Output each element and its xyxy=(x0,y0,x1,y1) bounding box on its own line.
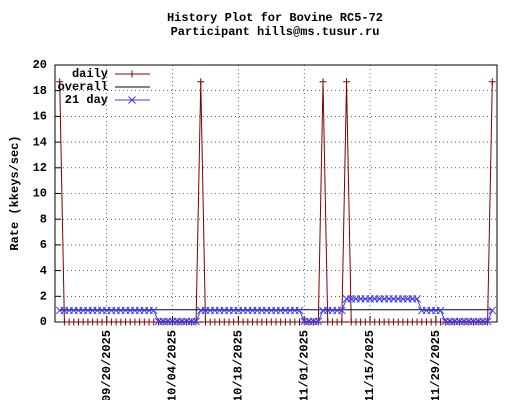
y-tick-label: 0 xyxy=(40,315,47,329)
x-tick-label: 10/04/2025 xyxy=(166,330,180,400)
data-point xyxy=(192,317,200,326)
y-tick-label: 16 xyxy=(33,110,47,124)
data-point xyxy=(319,78,327,86)
y-tick-label: 2 xyxy=(40,289,47,303)
y-tick-label: 10 xyxy=(33,187,47,201)
legend-label: daily xyxy=(72,67,108,81)
y-tick-label: 14 xyxy=(33,135,47,149)
chart-title: History Plot for Bovine RC5-72 xyxy=(167,11,383,25)
x-tick-label: 11/15/2025 xyxy=(363,330,377,400)
data-point xyxy=(488,78,496,86)
series-line xyxy=(59,81,493,323)
x-tick-label: 11/29/2025 xyxy=(429,330,443,400)
data-point xyxy=(314,317,323,326)
legend-label: overall xyxy=(58,80,108,94)
data-point xyxy=(436,306,445,315)
data-point xyxy=(343,78,351,86)
data-point xyxy=(413,295,421,303)
y-tick-label: 4 xyxy=(40,264,47,278)
data-point xyxy=(56,78,64,86)
y-axis-label: Rate (kkeys/sec) xyxy=(8,135,22,250)
y-tick-label: 12 xyxy=(33,161,47,175)
data-point xyxy=(338,318,346,326)
x-tick-label: 11/01/2025 xyxy=(297,330,311,400)
y-tick-label: 18 xyxy=(33,84,47,98)
data-point xyxy=(149,306,158,315)
x-tick-label: 10/18/2025 xyxy=(232,330,246,400)
y-tick-label: 20 xyxy=(33,58,47,72)
legend-marker xyxy=(128,96,136,104)
legend-marker xyxy=(128,70,136,78)
y-tick-label: 6 xyxy=(40,238,47,252)
data-point xyxy=(197,78,205,86)
x-tick-label: 09/20/2025 xyxy=(100,330,114,400)
data-point xyxy=(295,306,304,315)
data-point xyxy=(337,306,346,315)
data-point xyxy=(488,306,497,315)
data-point xyxy=(483,317,492,326)
legend-label: 21 day xyxy=(65,93,108,107)
y-tick-label: 8 xyxy=(40,212,47,226)
chart-subtitle: Participant hills@ms.tusur.ru xyxy=(171,25,380,39)
